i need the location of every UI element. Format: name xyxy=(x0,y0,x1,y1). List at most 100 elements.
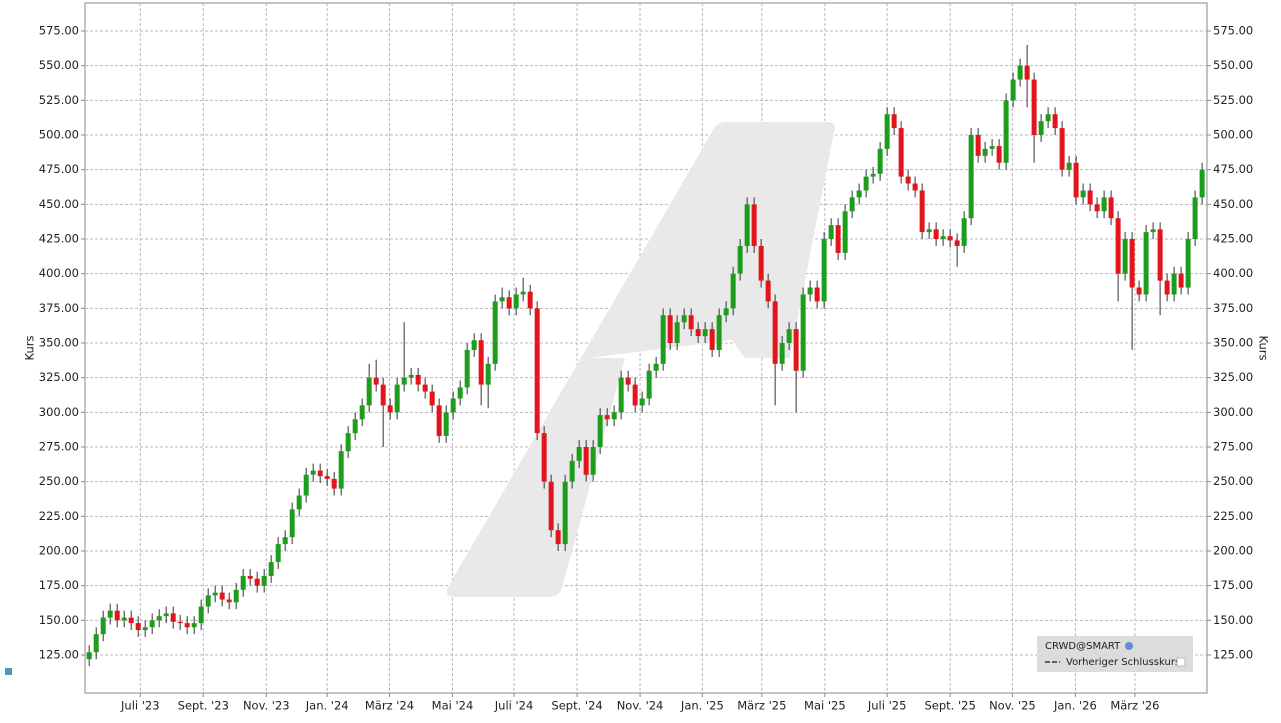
y2-tick-label: 175.00 xyxy=(1213,578,1253,592)
candle-body xyxy=(800,294,806,371)
candle-body xyxy=(170,613,176,622)
candle-body xyxy=(366,377,372,406)
candle-body xyxy=(975,135,981,156)
candle-body xyxy=(702,329,708,337)
y2-tick-label: 250.00 xyxy=(1213,474,1253,488)
x-tick-label: Sept. '23 xyxy=(178,699,229,713)
y-tick-label: 450.00 xyxy=(39,197,79,211)
y2-tick-label: 200.00 xyxy=(1213,544,1253,558)
y2-tick-label: 550.00 xyxy=(1213,58,1253,72)
candle-body xyxy=(1185,239,1191,288)
y2-tick-label: 575.00 xyxy=(1213,24,1253,38)
candle-body xyxy=(611,412,617,420)
y-tick-label: 475.00 xyxy=(39,162,79,176)
candle-body xyxy=(632,384,638,406)
candle-body xyxy=(898,128,904,177)
y-axis-title: Kurs xyxy=(23,336,37,361)
y-tick-label: 525.00 xyxy=(39,93,79,107)
candle-body xyxy=(1045,114,1051,122)
candle-body xyxy=(1017,65,1023,80)
y-tick-label: 325.00 xyxy=(39,370,79,384)
candle-body xyxy=(653,363,659,371)
x-tick-label: März '26 xyxy=(1110,699,1159,713)
candle-body xyxy=(380,384,386,406)
candle-body xyxy=(163,613,169,617)
y2-tick-label: 525.00 xyxy=(1213,93,1253,107)
candle-body xyxy=(1157,229,1163,281)
candle-body xyxy=(989,146,995,149)
x-tick-label: Nov. '25 xyxy=(989,699,1036,713)
y-tick-label: 125.00 xyxy=(39,648,79,662)
y2-tick-label: 150.00 xyxy=(1213,613,1253,627)
candle-body xyxy=(814,287,820,302)
candle-body xyxy=(765,280,771,302)
x-tick-label: Mai '24 xyxy=(432,699,474,713)
candle-body xyxy=(149,620,155,628)
candle-body xyxy=(919,190,925,233)
x-tick-label: Sept. '25 xyxy=(924,699,975,713)
candle-body xyxy=(142,627,148,631)
candle-body xyxy=(625,377,631,385)
candle-body xyxy=(240,575,246,590)
candle-body xyxy=(436,405,442,436)
candle-body xyxy=(198,606,204,624)
x-tick-label: Nov. '23 xyxy=(243,699,290,713)
candle-body xyxy=(905,176,911,184)
candle-body xyxy=(205,595,211,607)
candle-body xyxy=(1094,204,1100,212)
candle-body xyxy=(842,211,848,253)
candle-body xyxy=(1087,190,1093,205)
candle-body xyxy=(1129,239,1135,288)
toolbar-icon[interactable] xyxy=(5,668,12,675)
candle-body xyxy=(954,240,960,246)
candle-body xyxy=(219,592,225,600)
candle-body xyxy=(1199,169,1205,198)
candle-body xyxy=(226,599,232,603)
candle-body xyxy=(926,229,932,233)
candle-body xyxy=(317,470,323,477)
y2-tick-label: 400.00 xyxy=(1213,266,1253,280)
y-tick-label: 575.00 xyxy=(39,24,79,38)
candle-body xyxy=(1059,128,1065,170)
candle-body xyxy=(744,204,750,246)
y-tick-label: 225.00 xyxy=(39,509,79,523)
x-tick-label: Juli '25 xyxy=(867,699,907,713)
y-tick-label: 200.00 xyxy=(39,544,79,558)
candle-body xyxy=(961,218,967,246)
candle-body xyxy=(429,391,435,406)
y-tick-label: 150.00 xyxy=(39,613,79,627)
candle-body xyxy=(1143,232,1149,295)
legend-checkbox[interactable] xyxy=(1176,657,1186,667)
candle-body xyxy=(709,329,715,350)
candle-body xyxy=(541,433,547,482)
candle-body xyxy=(289,509,295,538)
candle-body xyxy=(310,470,316,475)
x-tick-label: Sept. '24 xyxy=(551,699,602,713)
y-tick-label: 500.00 xyxy=(39,128,79,142)
candle-body xyxy=(821,239,827,302)
y2-tick-label: 325.00 xyxy=(1213,370,1253,384)
y-tick-label: 550.00 xyxy=(39,58,79,72)
candle-body xyxy=(177,621,183,624)
candle-body xyxy=(401,377,407,385)
candle-body xyxy=(1150,229,1156,233)
candle-body xyxy=(590,447,596,475)
candle-body xyxy=(107,610,113,618)
candle-body xyxy=(254,578,260,586)
candle-body xyxy=(758,245,764,281)
candle-body xyxy=(996,146,1002,163)
candle-body xyxy=(114,610,120,621)
y2-tick-label: 500.00 xyxy=(1213,128,1253,142)
candle-body xyxy=(786,329,792,344)
candle-body xyxy=(261,575,267,586)
candle-body xyxy=(93,634,99,653)
candle-body xyxy=(968,135,974,219)
y2-axis-title: Kurs xyxy=(1257,336,1271,361)
candle-body xyxy=(457,387,463,399)
candle-body xyxy=(576,447,582,461)
y-tick-label: 300.00 xyxy=(39,405,79,419)
candle-body xyxy=(695,329,701,337)
candle-body xyxy=(422,384,428,392)
candle-body xyxy=(548,481,554,531)
candle-body xyxy=(408,374,414,378)
